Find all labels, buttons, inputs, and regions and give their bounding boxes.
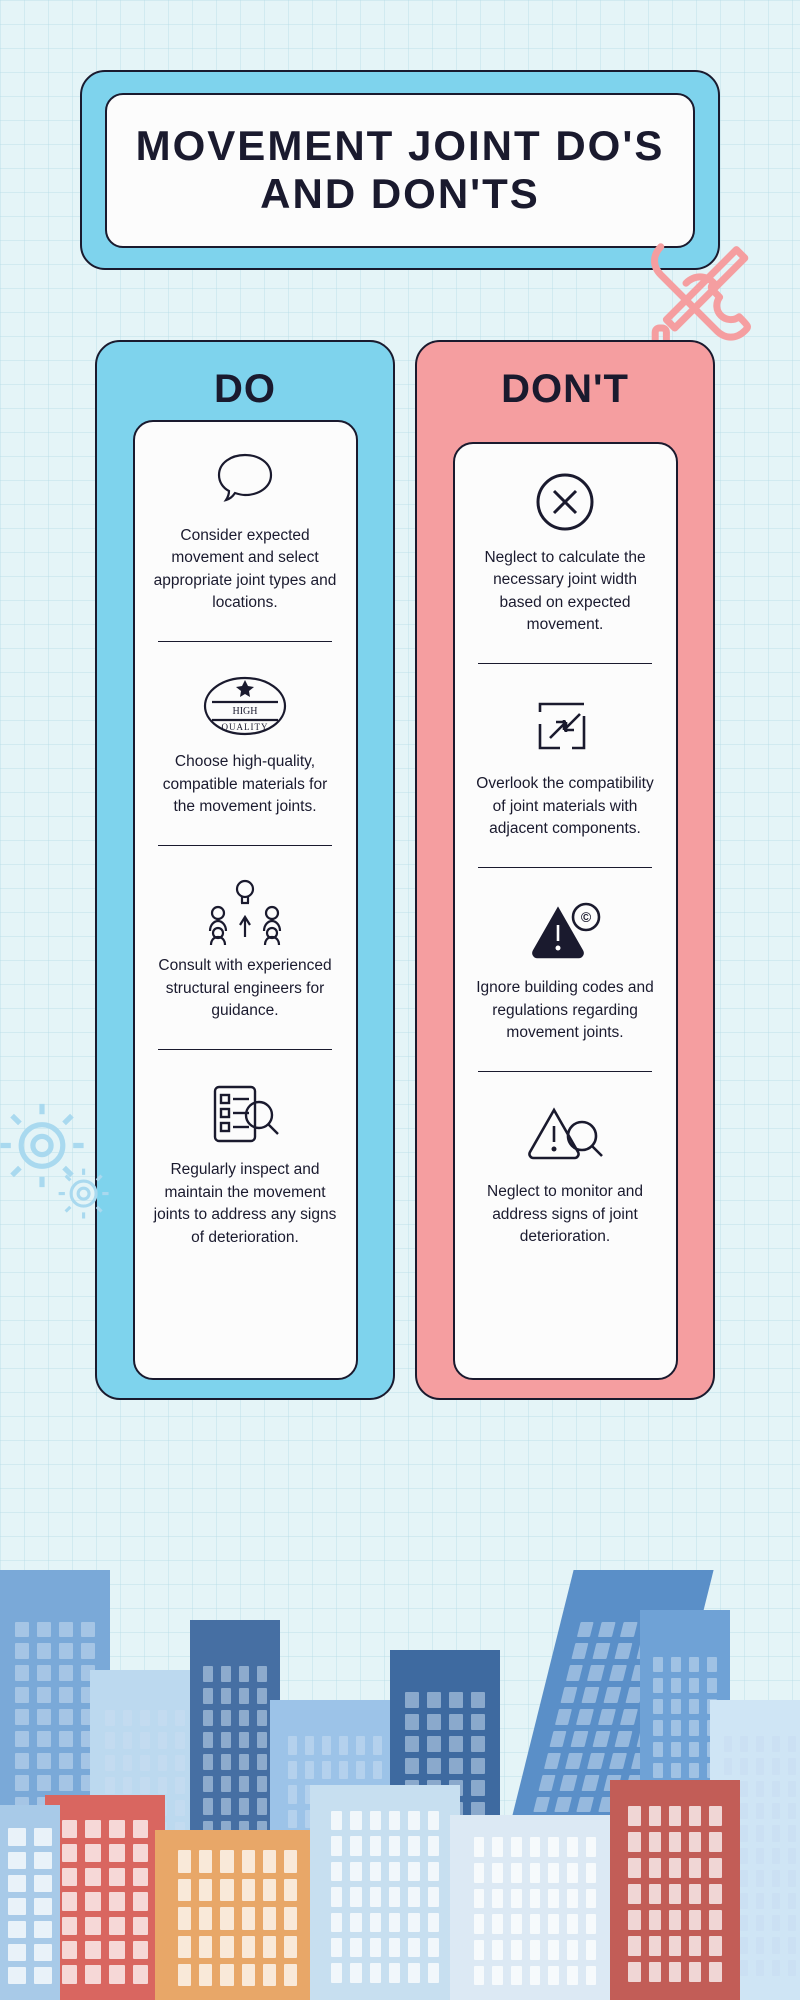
divider — [158, 1049, 332, 1051]
svg-text:HIGH: HIGH — [233, 706, 258, 717]
do-item: HIGH QUALITY Choose high-quality, compat… — [149, 668, 342, 818]
cross-circle-icon — [532, 464, 598, 539]
dont-heading: DON'T — [501, 367, 629, 412]
title-inner: MOVEMENT JOINT DO'S AND DON'TS — [105, 93, 695, 248]
dont-item-text: Neglect to calculate the necessary joint… — [469, 547, 662, 637]
do-item-text: Consult with experienced structural engi… — [149, 955, 342, 1022]
building — [610, 1780, 740, 2000]
do-item-text: Consider expected movement and select ap… — [149, 525, 342, 615]
dont-column: DON'T Neglect to calculate the necessary… — [415, 340, 715, 1400]
dont-item: © Ignore building codes and regulations … — [469, 894, 662, 1044]
thought-icon — [205, 442, 285, 517]
arrows-box-icon — [530, 690, 600, 765]
page-title: MOVEMENT JOINT DO'S AND DON'TS — [117, 122, 683, 219]
building — [310, 1785, 460, 2000]
team-idea-icon — [200, 872, 290, 947]
building — [45, 1795, 165, 2000]
dont-item: Overlook the compatibility of joint mate… — [469, 690, 662, 840]
building — [450, 1815, 620, 2000]
divider — [478, 1071, 652, 1073]
dont-item-text: Ignore building codes and regulations re… — [469, 977, 662, 1044]
quality-badge-icon: HIGH QUALITY — [200, 668, 290, 743]
warning-code-icon: © — [526, 894, 604, 969]
svg-text:QUALITY: QUALITY — [222, 722, 269, 732]
checklist-icon — [205, 1076, 285, 1151]
divider — [158, 641, 332, 643]
dont-item-text: Overlook the compatibility of joint mate… — [469, 773, 662, 840]
do-column: DO Consider expected movement and select… — [95, 340, 395, 1400]
do-item: Regularly inspect and maintain the movem… — [149, 1076, 342, 1249]
do-item: Consult with experienced structural engi… — [149, 872, 342, 1022]
cityscape — [0, 1520, 800, 2000]
do-item: Consider expected movement and select ap… — [149, 442, 342, 615]
divider — [158, 845, 332, 847]
warning-magnify-icon — [524, 1098, 606, 1173]
title-card: MOVEMENT JOINT DO'S AND DON'TS — [80, 70, 720, 270]
do-item-text: Choose high-quality, compatible material… — [149, 751, 342, 818]
dont-item: Neglect to calculate the necessary joint… — [469, 464, 662, 637]
divider — [478, 867, 652, 869]
do-item-text: Regularly inspect and maintain the movem… — [149, 1159, 342, 1249]
dont-item: Neglect to monitor and address signs of … — [469, 1098, 662, 1248]
building — [155, 1830, 320, 2000]
gears-icon — [0, 1100, 120, 1230]
do-heading: DO — [214, 367, 276, 412]
building — [0, 1805, 60, 2000]
dont-item-text: Neglect to monitor and address signs of … — [469, 1181, 662, 1248]
do-panel: Consider expected movement and select ap… — [133, 420, 358, 1380]
divider — [478, 663, 652, 665]
svg-text:©: © — [581, 909, 592, 925]
dont-panel: Neglect to calculate the necessary joint… — [453, 442, 678, 1380]
